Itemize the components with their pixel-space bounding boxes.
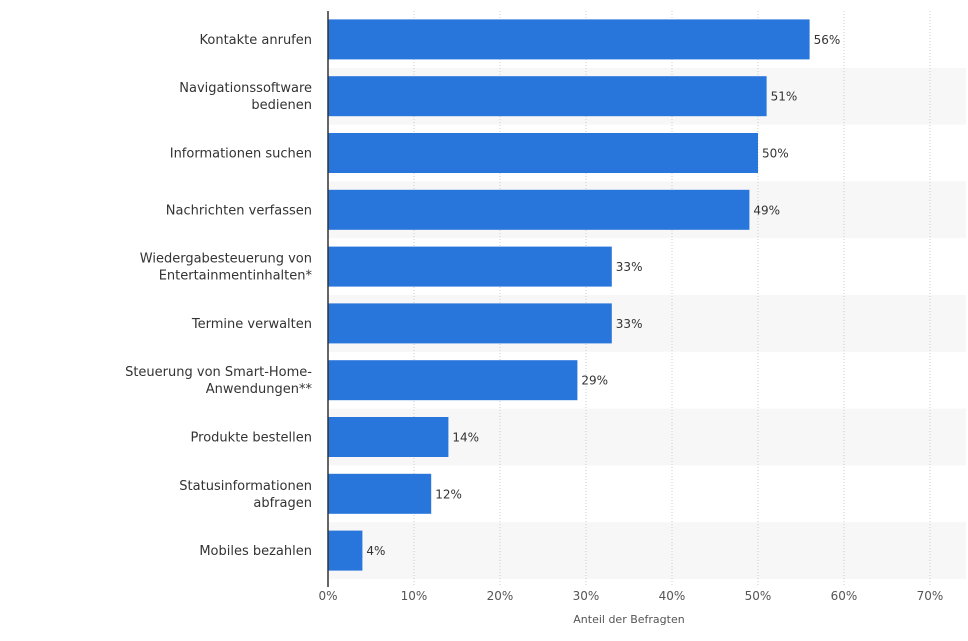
value-label: 49% — [753, 203, 780, 217]
bar — [328, 246, 612, 287]
bar — [328, 189, 750, 230]
category-label: Steuerung von Smart-Home- Anwendungen** — [125, 365, 312, 397]
category-label: Informationen suchen — [170, 147, 312, 162]
category-label-line: Wiedergabesteuerung von — [140, 252, 312, 267]
category-label: Produkte bestellen — [191, 431, 312, 446]
x-tick-label: 40% — [659, 589, 686, 603]
value-label: 4% — [366, 544, 385, 558]
value-label: 56% — [814, 33, 841, 47]
bar — [328, 473, 432, 514]
x-tick-labels: 0% 10% 20% 30% 40% 50% 60% 70% — [318, 589, 943, 603]
x-axis-title: Anteil der Befragten — [573, 613, 684, 626]
x-tick-label: 70% — [917, 589, 944, 603]
bar — [328, 19, 810, 60]
category-label-line: Entertainmentinhalten* — [159, 269, 313, 284]
category-label-line: Informationen suchen — [170, 147, 312, 162]
category-label-line: bedienen — [251, 98, 312, 113]
category-label: Navigationssoftware bedienen — [179, 81, 312, 113]
bar — [328, 360, 578, 401]
value-label: 50% — [762, 147, 789, 161]
x-tick-label: 10% — [401, 589, 428, 603]
value-label: 33% — [616, 317, 643, 331]
x-tick-label: 20% — [487, 589, 514, 603]
x-tick-label: 30% — [573, 589, 600, 603]
category-label: Wiedergabesteuerung von Entertainmentinha… — [140, 252, 313, 284]
category-label-line: Nachrichten verfassen — [166, 203, 312, 218]
x-tick-label: 50% — [745, 589, 772, 603]
category-labels: Kontakte anrufen Navigationssoftware bedie… — [125, 33, 312, 559]
value-label: 14% — [452, 431, 479, 445]
bars — [328, 19, 810, 571]
category-label-line: Steuerung von Smart-Home- — [125, 365, 312, 380]
category-label: Nachrichten verfassen — [166, 203, 312, 218]
value-label: 29% — [581, 374, 608, 388]
bar — [328, 303, 612, 344]
value-label: 33% — [616, 260, 643, 274]
bar — [328, 133, 758, 173]
bar — [328, 417, 449, 457]
x-tick-label: 0% — [318, 589, 337, 603]
value-label: 12% — [435, 487, 462, 501]
category-label: Termine verwalten — [191, 317, 312, 332]
bar — [328, 76, 767, 117]
category-label-line: Statusinformationen — [179, 479, 312, 494]
category-label: Mobiles bezahlen — [199, 544, 312, 559]
category-label: Kontakte anrufen — [200, 33, 313, 48]
x-tick-label: 60% — [831, 589, 858, 603]
category-label-line: Termine verwalten — [191, 317, 312, 332]
category-label: Statusinformationen abfragen — [179, 479, 312, 511]
category-label-line: Anwendungen** — [206, 382, 313, 397]
value-labels: 56% 51% 50% 49% 33% 33% 29% 14% 12% 4% — [366, 33, 840, 558]
category-label-line: Produkte bestellen — [191, 431, 312, 446]
category-label-line: Navigationssoftware — [179, 81, 312, 96]
value-label: 51% — [771, 90, 798, 104]
category-label-line: Kontakte anrufen — [200, 33, 313, 48]
row-band — [328, 522, 966, 579]
category-label-line: abfragen — [253, 496, 312, 511]
category-label-line: Mobiles bezahlen — [199, 544, 312, 559]
bar — [328, 530, 363, 571]
